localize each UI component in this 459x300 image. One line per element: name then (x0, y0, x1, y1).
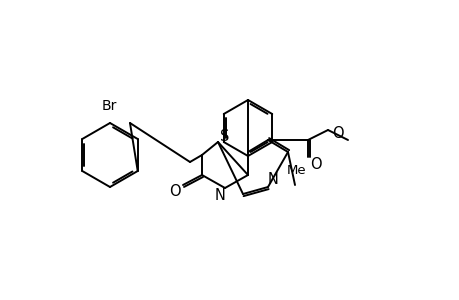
Text: S: S (220, 128, 229, 143)
Text: O: O (331, 125, 343, 140)
Text: O: O (309, 157, 321, 172)
Text: Br: Br (101, 99, 117, 113)
Text: Me: Me (286, 164, 306, 177)
Text: O: O (169, 184, 180, 200)
Text: N: N (214, 188, 225, 202)
Text: N: N (267, 172, 278, 188)
